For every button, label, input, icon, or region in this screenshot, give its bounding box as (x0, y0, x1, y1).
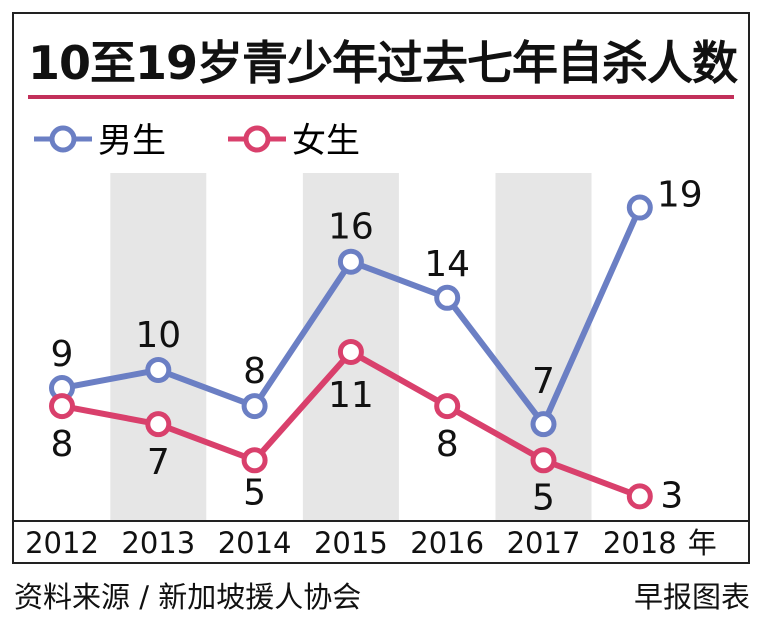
point-female-2015 (337, 338, 364, 365)
tick-label-2016: 2016 (410, 526, 484, 560)
label-female-2016: 8 (436, 424, 459, 465)
point-male-2017 (530, 411, 557, 438)
label-male-2014: 8 (243, 351, 266, 392)
label-female-2012: 8 (51, 424, 74, 465)
label-male-2017: 7 (532, 361, 555, 402)
point-female-2012 (49, 393, 75, 420)
tick-label-2018: 2018 (603, 526, 677, 560)
label-male-2015: 16 (328, 207, 374, 248)
tick-label-2012: 2012 (25, 526, 99, 560)
point-female-2016 (434, 393, 461, 420)
credit-note: 早报图表 (633, 580, 750, 614)
label-female-2018: 3 (660, 475, 683, 516)
point-male-2016 (434, 284, 461, 311)
point-male-2014 (241, 393, 268, 420)
tick-label-2015: 2015 (314, 526, 388, 560)
label-male-2018: 19 (657, 175, 703, 216)
legend-male-label: 男生 (98, 121, 166, 161)
point-male-2015 (337, 248, 364, 275)
point-female-2018 (626, 483, 653, 510)
legend: 男生 女生 (34, 121, 360, 161)
tick-label-2014: 2014 (218, 526, 292, 560)
label-female-2014: 5 (243, 472, 266, 513)
tick-label-2017: 2017 (507, 526, 581, 560)
label-female-2015: 11 (328, 375, 374, 416)
label-male-2013: 10 (135, 315, 181, 356)
x-axis-ticks: 2012 2013 2014 2015 2016 2017 2018 年 (25, 526, 717, 560)
title-underline (28, 95, 734, 99)
source-note: 资料来源 / 新加坡援人协会 (14, 580, 362, 614)
shade-column-2013 (110, 173, 207, 521)
label-male-2016: 14 (424, 244, 470, 285)
label-female-2017: 5 (532, 477, 555, 518)
legend-male-marker (49, 125, 77, 153)
series-layer: 9 10 8 16 14 7 19 8 7 5 11 8 5 3 (49, 175, 703, 518)
chart-title: 10至19岁青少年过去七年自杀人数 (28, 36, 738, 90)
point-female-2014 (241, 447, 268, 474)
label-male-2012: 9 (51, 334, 74, 375)
x-axis-unit: 年 (688, 526, 717, 560)
point-male-2018 (626, 194, 653, 221)
chart-frame (12, 12, 750, 564)
point-female-2013 (145, 411, 172, 438)
label-female-2013: 7 (147, 442, 170, 483)
tick-label-2013: 2013 (121, 526, 195, 560)
point-female-2017 (530, 447, 557, 474)
point-male-2013 (145, 357, 172, 383)
legend-female-marker (243, 125, 271, 153)
legend-female-label: 女生 (292, 121, 360, 161)
